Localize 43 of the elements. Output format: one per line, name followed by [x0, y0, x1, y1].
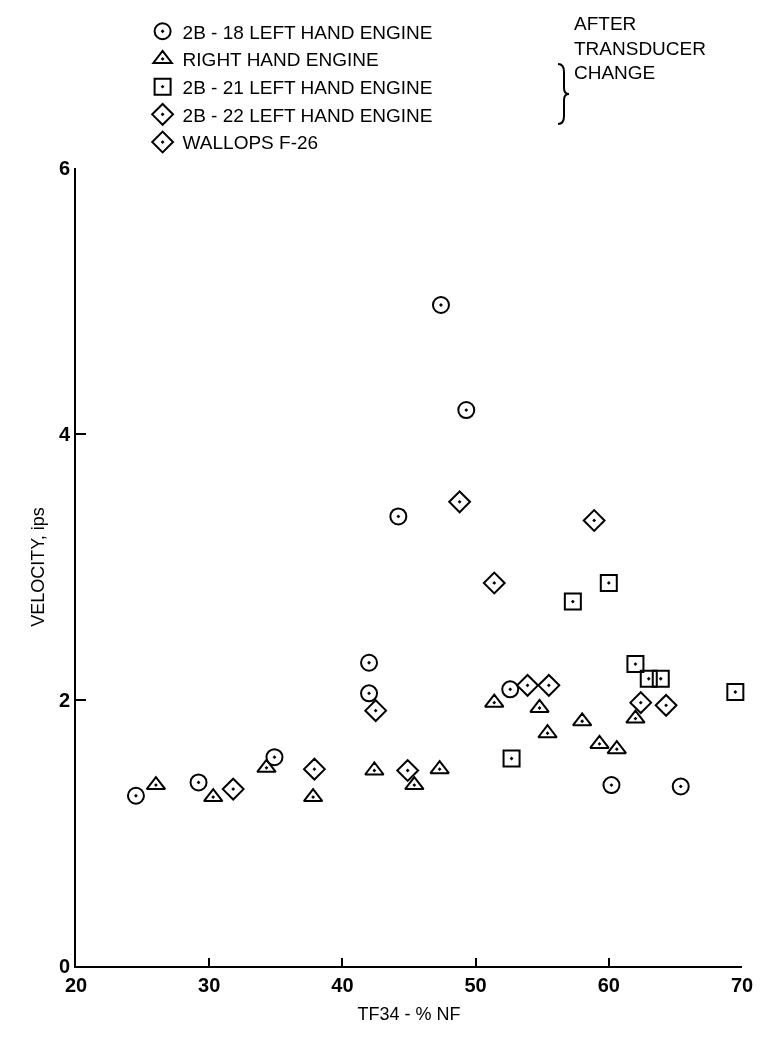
point: [726, 683, 745, 702]
point: [429, 760, 450, 775]
legend-label: 2B - 21 LEFT HAND ENGINE: [182, 77, 433, 99]
x-axis-title: TF34 - % NF: [357, 1003, 461, 1024]
point: [599, 573, 618, 592]
point: [602, 776, 621, 795]
x-tick-label: 40: [331, 974, 354, 996]
x-tick-label: 70: [730, 974, 754, 996]
point: [537, 724, 558, 739]
point: [189, 773, 208, 792]
point: [457, 401, 476, 420]
point: [404, 776, 425, 791]
y-tick-label: 6: [58, 157, 70, 179]
point: [389, 507, 408, 526]
point: [651, 669, 670, 688]
point: [639, 669, 658, 688]
point: [625, 709, 646, 724]
point: [671, 777, 690, 796]
y-tick-label: 0: [58, 955, 70, 977]
x-tick-label: 50: [464, 974, 487, 996]
point: [126, 786, 145, 805]
point: [529, 698, 550, 713]
x-tick-label: 60: [597, 974, 620, 996]
point: [501, 680, 520, 699]
text: AFTER TRANSDUCER CHANGE: [574, 13, 706, 84]
point: [360, 684, 379, 703]
point: [626, 655, 645, 674]
x-tick-label: 30: [198, 974, 221, 996]
point: [502, 749, 521, 768]
point: [563, 592, 582, 611]
y-tick-label: 4: [58, 423, 71, 445]
y-axis-title: VELOCITY, ips: [27, 507, 48, 627]
point: [484, 693, 505, 708]
legend-label: RIGHT HAND ENGINE: [182, 49, 379, 71]
point: [431, 295, 450, 314]
point: [364, 761, 385, 776]
legend-label: 2B - 18 LEFT HAND ENGINE: [182, 21, 433, 43]
point: [360, 653, 379, 672]
x-tick-label: 20: [64, 974, 88, 996]
point: [589, 734, 610, 749]
point: [265, 748, 284, 767]
point: [256, 758, 277, 773]
y-tick-label: 2: [58, 689, 70, 711]
